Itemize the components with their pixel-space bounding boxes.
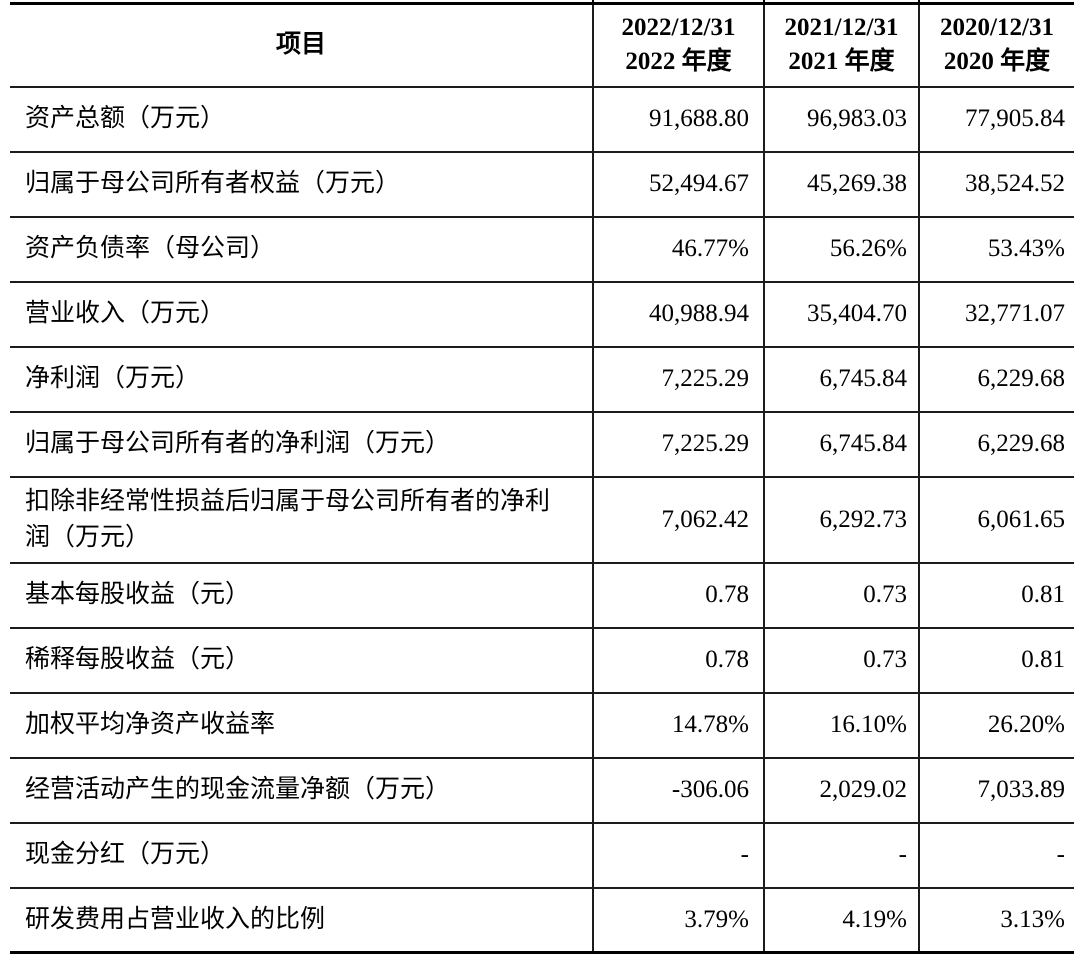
- header-period-column-2022: 2022/12/31 2022 年度: [592, 3, 764, 88]
- row-value: 40,988.94: [592, 281, 764, 348]
- row-value: 35,404.70: [763, 281, 919, 348]
- row-value: 7,225.29: [592, 411, 764, 478]
- table-row: 现金分红（万元） - - -: [10, 822, 1074, 889]
- row-value: 0.78: [592, 627, 764, 694]
- row-label: 经营活动产生的现金流量净额（万元）: [10, 757, 593, 824]
- row-value: -: [918, 822, 1074, 889]
- row-value: 6,745.84: [763, 411, 919, 478]
- row-value: 6,061.65: [918, 476, 1074, 564]
- row-value: 6,229.68: [918, 346, 1074, 413]
- row-value: 45,269.38: [763, 151, 919, 218]
- row-label: 研发费用占营业收入的比例: [10, 887, 593, 954]
- financial-summary-table: 项目 2022/12/31 2022 年度 2021/12/31 2021 年度…: [10, 2, 1074, 954]
- row-label: 资产总额（万元）: [10, 86, 593, 153]
- row-value: 53.43%: [918, 216, 1074, 283]
- row-label: 基本每股收益（元）: [10, 562, 593, 629]
- header-item-label: 项目: [275, 31, 326, 59]
- row-value: 26.20%: [918, 692, 1074, 759]
- table-row: 经营活动产生的现金流量净额（万元） -306.06 2,029.02 7,033.89: [10, 757, 1074, 824]
- header-date-2021: 2021/12/31: [784, 14, 899, 42]
- table-row: 资产负债率（母公司） 46.77% 56.26% 53.43%: [10, 216, 1074, 283]
- header-year-2021: 2021 年度: [788, 48, 895, 76]
- header-date-2022: 2022/12/31: [621, 14, 736, 42]
- header-item-column: 项目: [10, 3, 593, 88]
- row-value: 6,229.68: [918, 411, 1074, 478]
- header-period-column-2021: 2021/12/31 2021 年度: [763, 3, 919, 88]
- table-body: 资产总额（万元） 91,688.80 96,983.03 77,905.84 归属于母公…: [10, 86, 1074, 954]
- row-value: 38,524.52: [918, 151, 1074, 218]
- table-row: 稀释每股收益（元） 0.78 0.73 0.81: [10, 627, 1074, 694]
- row-value: 0.73: [763, 627, 919, 694]
- row-value: 46.77%: [592, 216, 764, 283]
- table-row: 归属于母公司所有者权益（万元） 52,494.67 45,269.38 38,524.…: [10, 151, 1074, 218]
- row-label: 扣除非经常性损益后归属于母公司所有者的净利润（万元）: [10, 476, 593, 564]
- row-value: 0.73: [763, 562, 919, 629]
- row-value: 7,062.42: [592, 476, 764, 564]
- row-value: 7,033.89: [918, 757, 1074, 824]
- table-row: 资产总额（万元） 91,688.80 96,983.03 77,905.84: [10, 86, 1074, 153]
- row-value: -306.06: [592, 757, 764, 824]
- row-value: 14.78%: [592, 692, 764, 759]
- table-row: 归属于母公司所有者的净利润（万元） 7,225.29 6,745.84 6,229.6…: [10, 411, 1074, 478]
- row-label: 营业收入（万元）: [10, 281, 593, 348]
- row-value: 6,292.73: [763, 476, 919, 564]
- row-label: 稀释每股收益（元）: [10, 627, 593, 694]
- row-label: 归属于母公司所有者权益（万元）: [10, 151, 593, 218]
- row-value: 32,771.07: [918, 281, 1074, 348]
- row-label: 现金分红（万元）: [10, 822, 593, 889]
- row-value: 0.78: [592, 562, 764, 629]
- table-row: 加权平均净资产收益率 14.78% 16.10% 26.20%: [10, 692, 1074, 759]
- row-value: 7,225.29: [592, 346, 764, 413]
- row-label: 归属于母公司所有者的净利润（万元）: [10, 411, 593, 478]
- header-year-2022: 2022 年度: [625, 48, 732, 76]
- row-value: 3.79%: [592, 887, 764, 954]
- row-value: 16.10%: [763, 692, 919, 759]
- row-value: 91,688.80: [592, 86, 764, 153]
- row-value: 4.19%: [763, 887, 919, 954]
- row-label: 加权平均净资产收益率: [10, 692, 593, 759]
- row-value: 2,029.02: [763, 757, 919, 824]
- table-row: 净利润（万元） 7,225.29 6,745.84 6,229.68: [10, 346, 1074, 413]
- row-value: 3.13%: [918, 887, 1074, 954]
- row-value: -: [592, 822, 764, 889]
- row-value: 77,905.84: [918, 86, 1074, 153]
- row-value: 52,494.67: [592, 151, 764, 218]
- table-row: 基本每股收益（元） 0.78 0.73 0.81: [10, 562, 1074, 629]
- row-value: 0.81: [918, 627, 1074, 694]
- table-row: 研发费用占营业收入的比例 3.79% 4.19% 3.13%: [10, 887, 1074, 954]
- row-label: 净利润（万元）: [10, 346, 593, 413]
- table-row: 营业收入（万元） 40,988.94 35,404.70 32,771.07: [10, 281, 1074, 348]
- row-label: 资产负债率（母公司）: [10, 216, 593, 283]
- row-value: 56.26%: [763, 216, 919, 283]
- table-row: 扣除非经常性损益后归属于母公司所有者的净利润（万元） 7,062.42 6,292.…: [10, 476, 1074, 564]
- row-value: 0.81: [918, 562, 1074, 629]
- row-value: 96,983.03: [763, 86, 919, 153]
- row-value: -: [763, 822, 919, 889]
- header-period-column-2020: 2020/12/31 2020 年度: [918, 3, 1074, 88]
- header-date-2020: 2020/12/31: [940, 14, 1054, 42]
- header-year-2020: 2020 年度: [943, 48, 1051, 76]
- row-value: 6,745.84: [763, 346, 919, 413]
- table-header-row: 项目 2022/12/31 2022 年度 2021/12/31 2021 年度…: [10, 3, 1074, 88]
